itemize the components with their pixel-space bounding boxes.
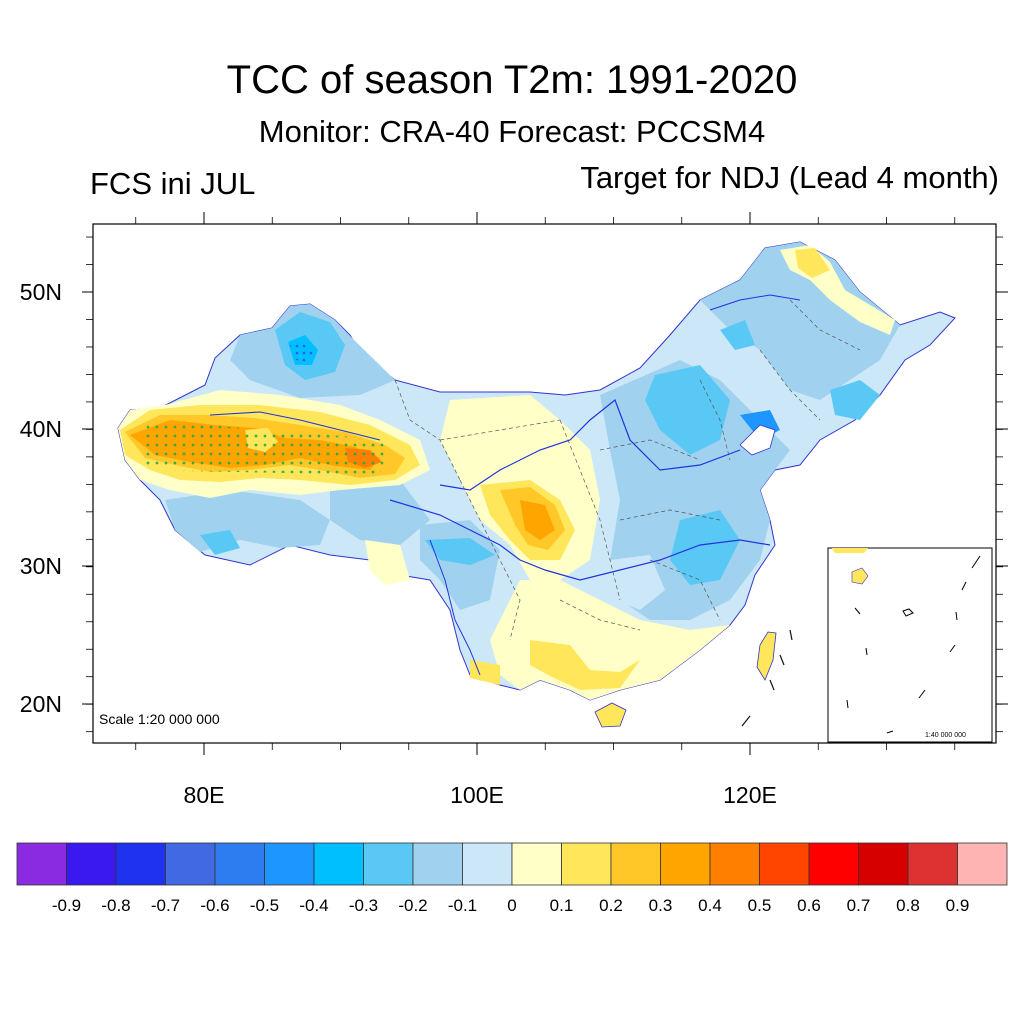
colorbar-swatch bbox=[709, 842, 760, 886]
taiwan-island bbox=[756, 631, 777, 681]
map-subtitle: Monitor: CRA-40 Forecast: PCCSM4 bbox=[258, 114, 766, 149]
colorbar-swatch bbox=[115, 842, 166, 886]
colorbar-swatch bbox=[363, 842, 414, 886]
lon-label: 80E bbox=[183, 782, 225, 808]
colorbar-label: -0.8 bbox=[101, 896, 131, 915]
heilong-river bbox=[709, 294, 801, 311]
colorbar-swatch bbox=[66, 842, 117, 886]
colorbar-label: 0.1 bbox=[549, 896, 574, 915]
colorbar-label: -0.2 bbox=[398, 896, 428, 915]
colorbar-swatch bbox=[462, 842, 513, 886]
colorbar-label: -0.4 bbox=[299, 896, 329, 915]
colorbar-label: -0.1 bbox=[447, 896, 478, 915]
lon-label: 100E bbox=[450, 782, 504, 808]
lat-label: 20N bbox=[19, 691, 62, 717]
colorbar-swatch bbox=[957, 842, 1008, 886]
colorbar-label: 0.7 bbox=[846, 896, 871, 915]
inset-scale-label: 1:40 000 000 bbox=[925, 732, 966, 739]
colorbar-swatch bbox=[214, 842, 265, 886]
colorbar-swatch bbox=[808, 842, 859, 886]
map-title: TCC of season T2m: 1991-2020 bbox=[226, 58, 798, 102]
colorbar-label: -0.9 bbox=[51, 896, 82, 915]
colorbar-swatch bbox=[165, 842, 216, 886]
lat-label: 50N bbox=[19, 279, 62, 305]
lat-label: 30N bbox=[19, 553, 62, 579]
yangtze-river bbox=[389, 499, 771, 581]
colorbar-swatch bbox=[313, 842, 364, 886]
hainan-island bbox=[594, 702, 627, 728]
colorbar-label: -0.5 bbox=[249, 896, 280, 915]
lancang-river bbox=[429, 539, 481, 676]
colorbar-label: -0.3 bbox=[348, 896, 379, 915]
colorbar-swatch bbox=[16, 842, 67, 886]
colorbar-swatch bbox=[264, 842, 315, 886]
lon-label: 120E bbox=[723, 782, 777, 808]
colorbar-label: -0.7 bbox=[150, 896, 181, 915]
colorbar-swatch bbox=[759, 842, 810, 886]
yellow-river bbox=[439, 399, 741, 491]
colorbar-label: 0.2 bbox=[599, 896, 623, 915]
colorbar-label: 0.4 bbox=[698, 896, 722, 915]
colorbar-label: 0 bbox=[507, 896, 517, 915]
colorbar-label: -0.6 bbox=[200, 896, 230, 915]
colorbar-label: 0.9 bbox=[945, 896, 970, 915]
province-boundaries bbox=[394, 299, 861, 641]
colorbar-swatch bbox=[907, 842, 958, 886]
colorbar-label: 0.8 bbox=[896, 896, 920, 915]
target-label: Target for NDJ (Lead 4 month) bbox=[580, 160, 999, 195]
scale-label: Scale 1:20 000 000 bbox=[99, 711, 220, 727]
colorbar-swatch bbox=[660, 842, 711, 886]
inset-map bbox=[827, 547, 993, 743]
colorbar-swatch bbox=[511, 842, 562, 886]
lat-label: 40N bbox=[19, 416, 62, 442]
tarim-river bbox=[209, 411, 381, 441]
colorbar-swatch bbox=[610, 842, 661, 886]
colorbar-swatch bbox=[858, 842, 909, 886]
china-field bbox=[117, 241, 956, 728]
colorbar-swatch bbox=[412, 842, 463, 886]
offshore-islands bbox=[741, 629, 793, 727]
colorbar-label: 0.5 bbox=[747, 896, 772, 915]
axis-minor-ticks bbox=[86, 217, 1003, 750]
colorbar-label: 0.6 bbox=[797, 896, 821, 915]
colorbar-label: 0.3 bbox=[648, 896, 673, 915]
bohai-sea bbox=[739, 424, 776, 456]
colorbar-swatch bbox=[561, 842, 612, 886]
init-label: FCS ini JUL bbox=[90, 166, 256, 201]
